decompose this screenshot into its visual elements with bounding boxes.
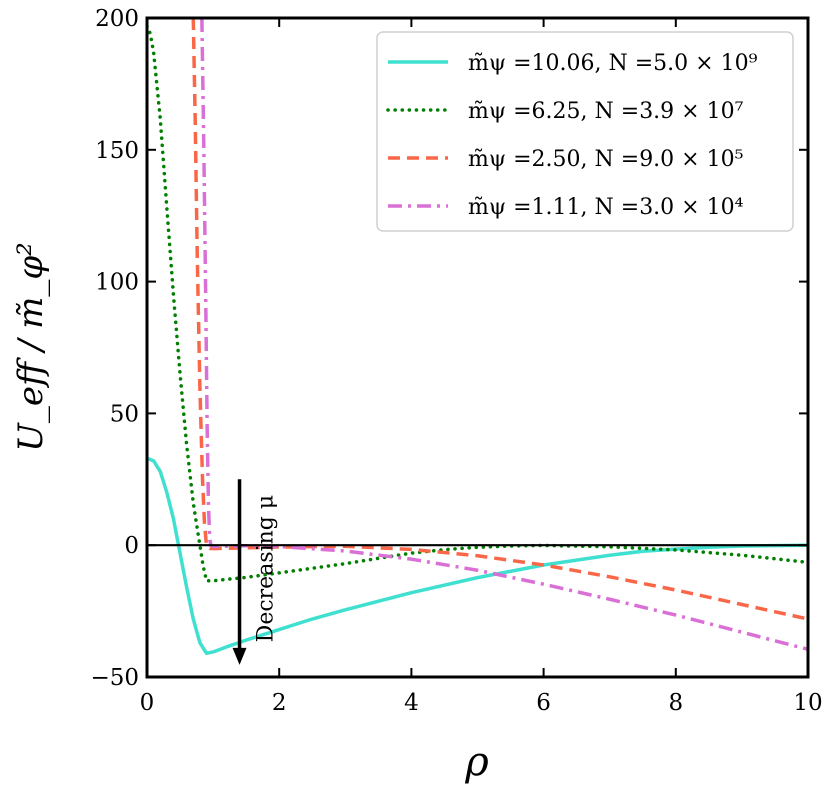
- x-tick-label: 0: [140, 690, 155, 716]
- y-axis-title: U_eff / m̃_φ²: [11, 242, 51, 452]
- legend-label-2: m̃ψ =2.50, N =9.0 × 10⁵: [468, 147, 743, 172]
- series-line-3: [200, 18, 808, 652]
- series-line-0: [147, 456, 808, 656]
- legend-label-0: m̃ψ =10.06, N =5.0 × 10⁹: [468, 51, 758, 76]
- x-tick-label: 4: [404, 690, 419, 716]
- legend: m̃ψ =10.06, N =5.0 × 10⁹ m̃ψ =6.25, N =3.…: [376, 31, 794, 232]
- x-tick-label: 6: [536, 690, 551, 716]
- x-tick-label: 8: [668, 690, 683, 716]
- decreasing-mu-label: Decreasing μ: [254, 495, 279, 643]
- axes-layer: [145, 16, 810, 679]
- arrow-head: [232, 647, 247, 665]
- y-tick-label: 50: [110, 401, 139, 427]
- x-tick-label: 2: [272, 690, 287, 716]
- legend-box: [376, 31, 794, 232]
- y-tick-label: 100: [95, 270, 139, 296]
- series-line-2: [191, 18, 808, 621]
- series-layer: [147, 18, 808, 656]
- annotation-layer: Decreasing μ: [232, 479, 279, 665]
- plot-frame: [145, 16, 810, 679]
- x-axis-title: ρ: [464, 739, 489, 785]
- x-tick-label: 10: [793, 690, 822, 716]
- series-line-1: [147, 24, 808, 583]
- legend-label-3: m̃ψ =1.11, N =3.0 × 10⁴: [468, 195, 744, 220]
- y-tick-label: 150: [95, 138, 139, 164]
- y-tick-label: 0: [124, 533, 139, 559]
- legend-label-1: m̃ψ =6.25, N =3.9 × 10⁷: [468, 99, 744, 124]
- y-tick-label: −50: [90, 665, 139, 691]
- y-tick-label: 200: [95, 6, 139, 32]
